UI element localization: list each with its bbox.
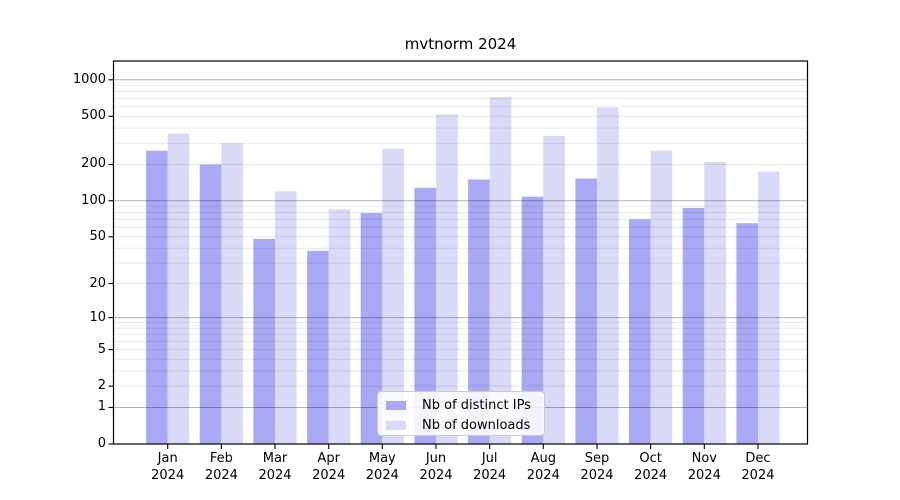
legend-swatch-distinct-ips-icon <box>386 401 406 410</box>
bar-distinct-ips-oct <box>629 219 651 444</box>
bar-distinct-ips-may <box>360 213 383 444</box>
y-tick-label: 5 <box>97 341 106 357</box>
y-tick-label: 10 <box>89 309 106 325</box>
bar-downloads-jan <box>167 133 190 444</box>
bar-distinct-ips-nov <box>682 208 705 444</box>
bar-distinct-ips-mar <box>253 238 275 444</box>
y-tick-label: 1 <box>97 399 106 415</box>
bar-downloads-aug <box>543 135 565 445</box>
x-tick-label-dec: Dec 2024 <box>741 451 775 483</box>
x-tick-label-oct: Oct 2024 <box>634 451 668 483</box>
bar-distinct-ips-jan <box>146 150 168 444</box>
bar-distinct-ips-aug <box>521 196 544 444</box>
x-tick-label-aug: Aug 2024 <box>526 451 560 483</box>
plot-border <box>112 60 809 445</box>
y-tick-label: 1000 <box>72 71 106 87</box>
legend-label-distinct-ips: Nb of distinct IPs <box>422 398 531 413</box>
bar-downloads-jul <box>489 97 512 444</box>
x-tick-label-nov: Nov 2024 <box>687 451 721 483</box>
bar-distinct-ips-feb <box>199 164 222 444</box>
bar-distinct-ips-sep <box>575 178 597 444</box>
legend: Nb of distinct IPs Nb of downloads <box>377 391 545 436</box>
y-tick-label: 2 <box>97 378 106 394</box>
x-tick-label-apr: Apr 2024 <box>312 451 346 483</box>
bar-downloads-dec <box>758 171 780 444</box>
bar-downloads-jun <box>436 114 458 445</box>
x-tick-label-feb: Feb 2024 <box>204 451 238 483</box>
x-tick-label-may: May 2024 <box>365 451 399 483</box>
x-tick-label-jan: Jan 2024 <box>151 451 185 483</box>
bar-downloads-apr <box>328 209 351 444</box>
legend-item-downloads: Nb of downloads <box>386 417 544 434</box>
bar-downloads-nov <box>704 161 726 444</box>
legend-item-distinct-ips: Nb of distinct IPs <box>386 397 544 414</box>
chart-title: mvtnorm 2024 <box>404 35 517 53</box>
bar-distinct-ips-jul <box>468 179 490 444</box>
legend-swatch-downloads-icon <box>386 421 406 430</box>
bar-distinct-ips-dec <box>736 223 758 444</box>
bar-downloads-may <box>382 148 404 444</box>
x-tick-label-mar: Mar 2024 <box>258 451 292 483</box>
bar-downloads-mar <box>275 191 297 444</box>
y-tick-label: 0 <box>97 436 106 451</box>
x-tick-label-jul: Jul 2024 <box>473 451 507 483</box>
bar-downloads-oct <box>650 150 673 444</box>
y-tick-label: 50 <box>89 228 106 244</box>
bar-distinct-ips-jun <box>414 187 436 445</box>
bar-distinct-ips-apr <box>307 250 329 444</box>
y-tick-label: 20 <box>89 275 106 291</box>
y-tick-label: 500 <box>81 108 106 124</box>
y-tick-label: 100 <box>81 192 106 208</box>
x-tick-label-jun: Jun 2024 <box>419 451 453 483</box>
y-tick-label: 200 <box>81 156 106 172</box>
bar-downloads-sep <box>597 107 619 444</box>
bar-downloads-feb <box>221 143 243 444</box>
legend-label-downloads: Nb of downloads <box>422 418 531 433</box>
x-tick-label-sep: Sep 2024 <box>580 451 614 483</box>
